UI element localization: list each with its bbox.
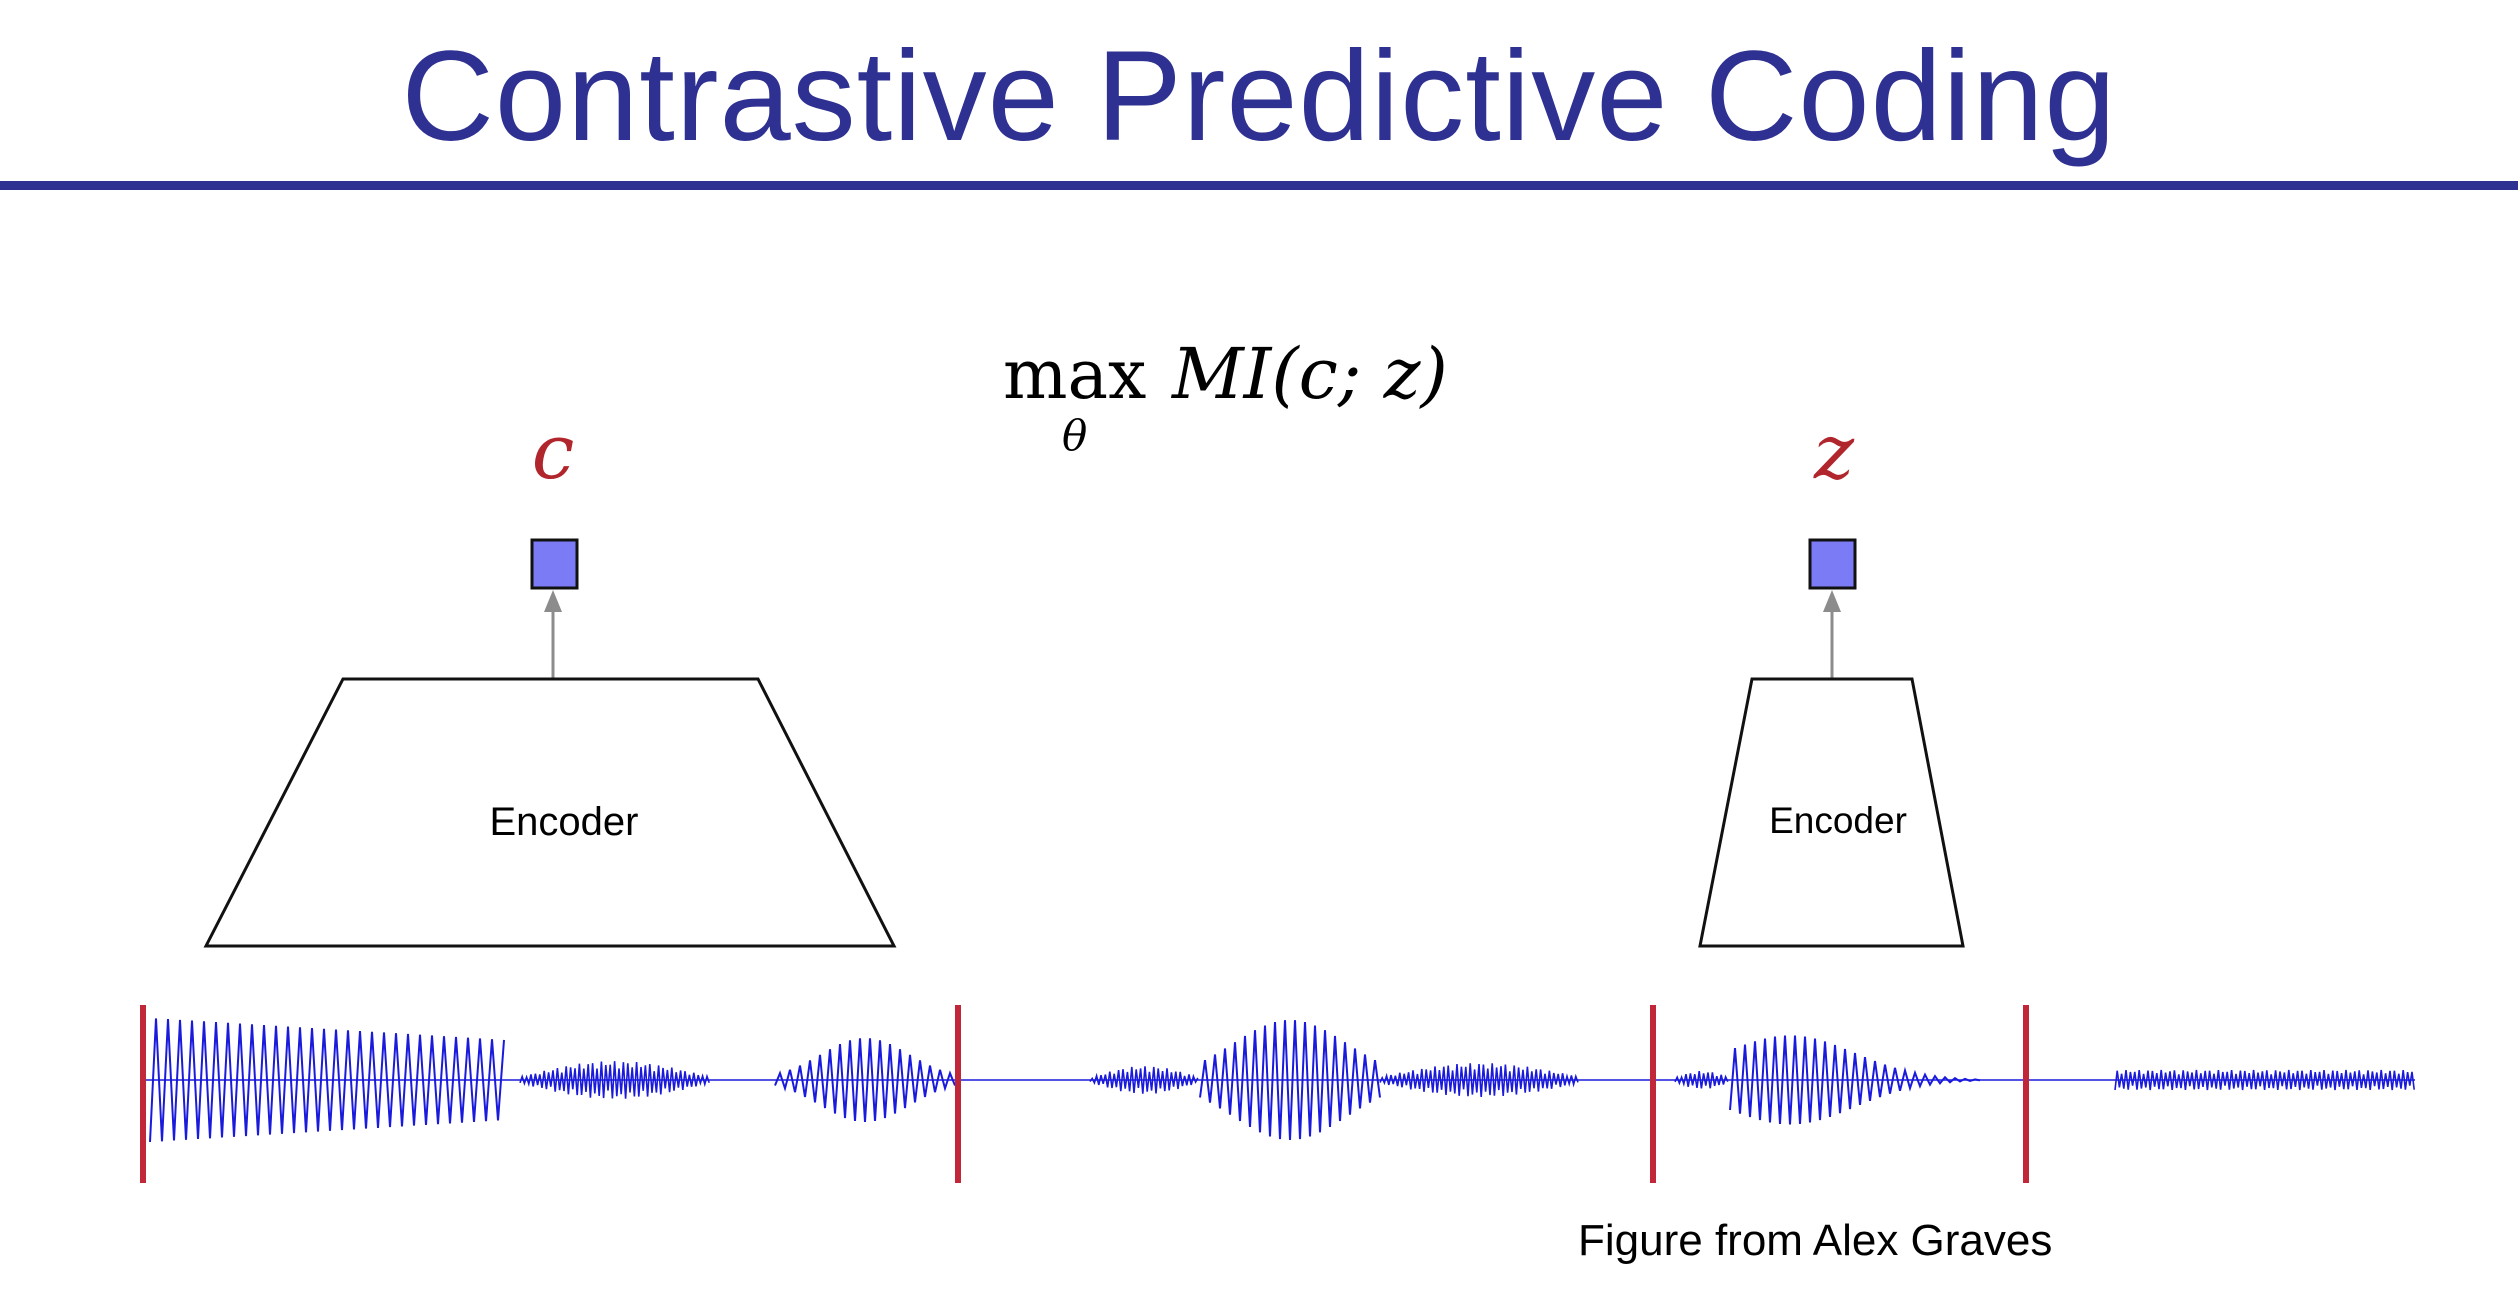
waveform-burst-1 <box>149 1018 505 1143</box>
context-encoder <box>203 677 897 948</box>
target-symbol-z: z <box>1813 407 1855 496</box>
waveform-noise-5 <box>2114 1069 2415 1091</box>
target-encoder <box>1698 677 1965 948</box>
objective-formula: max θ MI(c; z) <box>1003 333 1448 460</box>
objective-operator: max <box>1003 336 1146 415</box>
slide-title: Contrastive Predictive Coding <box>401 25 2117 168</box>
segment-boundaries <box>140 1005 2029 1183</box>
right-branch: z Encoder <box>1698 407 1965 948</box>
context-encoder-label: Encoder <box>490 800 639 844</box>
title-divider <box>0 181 2518 190</box>
context-code-box <box>530 538 579 590</box>
waveform-noise-2 <box>1089 1066 1199 1094</box>
figure-credit: Figure from Alex Graves <box>1578 1216 2053 1265</box>
objective-expression: MI(c; z) <box>1170 333 1448 415</box>
waveform-burst-3 <box>1199 1020 1381 1141</box>
target-code-box <box>1808 538 1857 590</box>
waveform-burst-2 <box>774 1038 956 1123</box>
waveform-noise-1 <box>519 1061 710 1099</box>
target-arrow-head <box>1823 590 1841 612</box>
context-symbol-c: c <box>532 407 575 496</box>
context-arrow-head <box>544 590 562 612</box>
target-encoder-label: Encoder <box>1769 800 1907 841</box>
objective-subscript: θ <box>1062 411 1087 460</box>
waveform-noise-3 <box>1379 1063 1579 1098</box>
waveform-burst-4 <box>1729 1035 1981 1125</box>
waveform-noise-4 <box>1674 1070 1729 1089</box>
left-branch: c Encoder <box>203 407 897 948</box>
audio-waveform <box>143 1018 2415 1143</box>
